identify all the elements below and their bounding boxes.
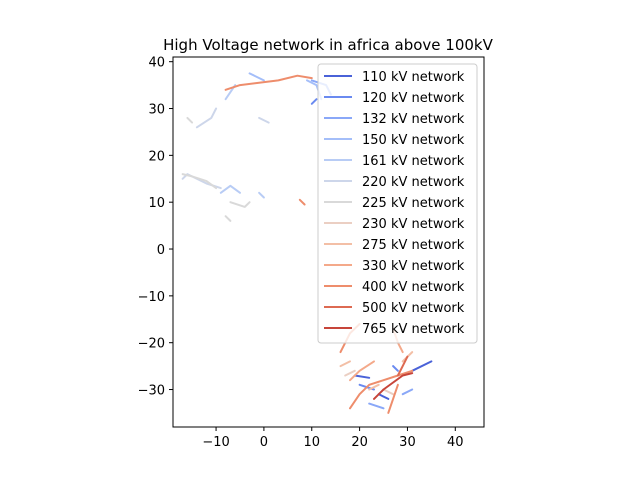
y-tick-label: −30 <box>138 384 165 399</box>
legend-label: 150 kV network <box>362 133 465 148</box>
series-line-6-1 <box>229 201 251 208</box>
chart-title: High Voltage network in africa above 100… <box>163 36 493 54</box>
series-line-11-0 <box>396 355 409 377</box>
y-tick-label: 20 <box>148 149 165 164</box>
legend-label: 161 kV network <box>362 154 465 169</box>
legend-label: 220 kV network <box>362 175 465 190</box>
y-tick-label: 40 <box>148 56 165 71</box>
series-line-3-1 <box>248 72 265 82</box>
x-tick-label: −10 <box>202 435 229 450</box>
x-tick-label: 40 <box>447 435 464 450</box>
series-11 <box>396 355 409 377</box>
series-line-0-2 <box>377 393 390 400</box>
x-tick-label: 0 <box>260 435 268 450</box>
series-line-8-0 <box>368 383 380 391</box>
y-axis: −30 −20 −10 0 10 20 30 40 <box>138 56 173 399</box>
series-line-2-2 <box>401 388 414 396</box>
legend-label: 765 kV network <box>362 322 465 337</box>
series-line-7-0 <box>344 369 356 377</box>
series-line-6-2 <box>224 215 232 222</box>
y-tick-label: −20 <box>138 337 165 352</box>
y-tick-label: 30 <box>148 103 165 118</box>
legend-label: 275 kV network <box>362 238 465 253</box>
legend-box <box>317 63 478 344</box>
series-8 <box>339 351 414 391</box>
series-line-0-1 <box>411 360 433 372</box>
series-line-1-2 <box>392 365 399 372</box>
legend-label: 225 kV network <box>362 196 465 211</box>
y-tick-label: −10 <box>138 290 165 305</box>
series-line-6-0 <box>181 173 218 190</box>
x-axis: −10 0 10 20 30 40 <box>202 427 464 450</box>
series-line-10-3 <box>387 383 399 414</box>
y-tick-label: 10 <box>148 196 165 211</box>
legend-label: 230 kV network <box>362 217 465 232</box>
legend-label: 110 kV network <box>362 70 465 85</box>
x-tick-label: 10 <box>303 435 320 450</box>
series-5 <box>181 107 270 190</box>
series-line-9-0 <box>349 360 375 382</box>
series-line-7-1 <box>382 388 395 396</box>
legend: 110 kV network 120 kV network 132 kV netwo… <box>317 63 478 344</box>
series-line-5-1 <box>258 116 270 124</box>
legend-label: 400 kV network <box>362 280 465 295</box>
series-line-10-0 <box>224 74 313 91</box>
series-line-0-0 <box>353 374 371 379</box>
series-12 <box>373 372 414 400</box>
series-line-4-1 <box>258 191 265 199</box>
y-tick-label: 0 <box>157 243 165 258</box>
series-line-5-2 <box>195 107 218 129</box>
series-line-1-0 <box>310 98 318 105</box>
series-7 <box>344 369 395 396</box>
series-line-4-0 <box>219 184 241 194</box>
series-line-8-2 <box>339 360 351 368</box>
plot-area <box>172 56 485 428</box>
x-tick-label: 20 <box>351 435 368 450</box>
series-line-2-1 <box>368 402 385 410</box>
legend-label: 330 kV network <box>362 259 465 274</box>
series-line-10-2 <box>349 369 414 410</box>
plot-frame <box>172 56 485 428</box>
x-tick-label: 30 <box>399 435 416 450</box>
series-4 <box>219 84 265 199</box>
series-line-10-1 <box>298 198 306 206</box>
legend-label: 120 kV network <box>362 91 465 106</box>
series-0 <box>353 360 433 400</box>
series-6 <box>181 116 251 222</box>
series-line-6-3 <box>186 116 194 124</box>
series-line-12-0 <box>373 372 414 400</box>
legend-label: 500 kV network <box>362 301 465 316</box>
legend-label: 132 kV network <box>362 112 465 127</box>
